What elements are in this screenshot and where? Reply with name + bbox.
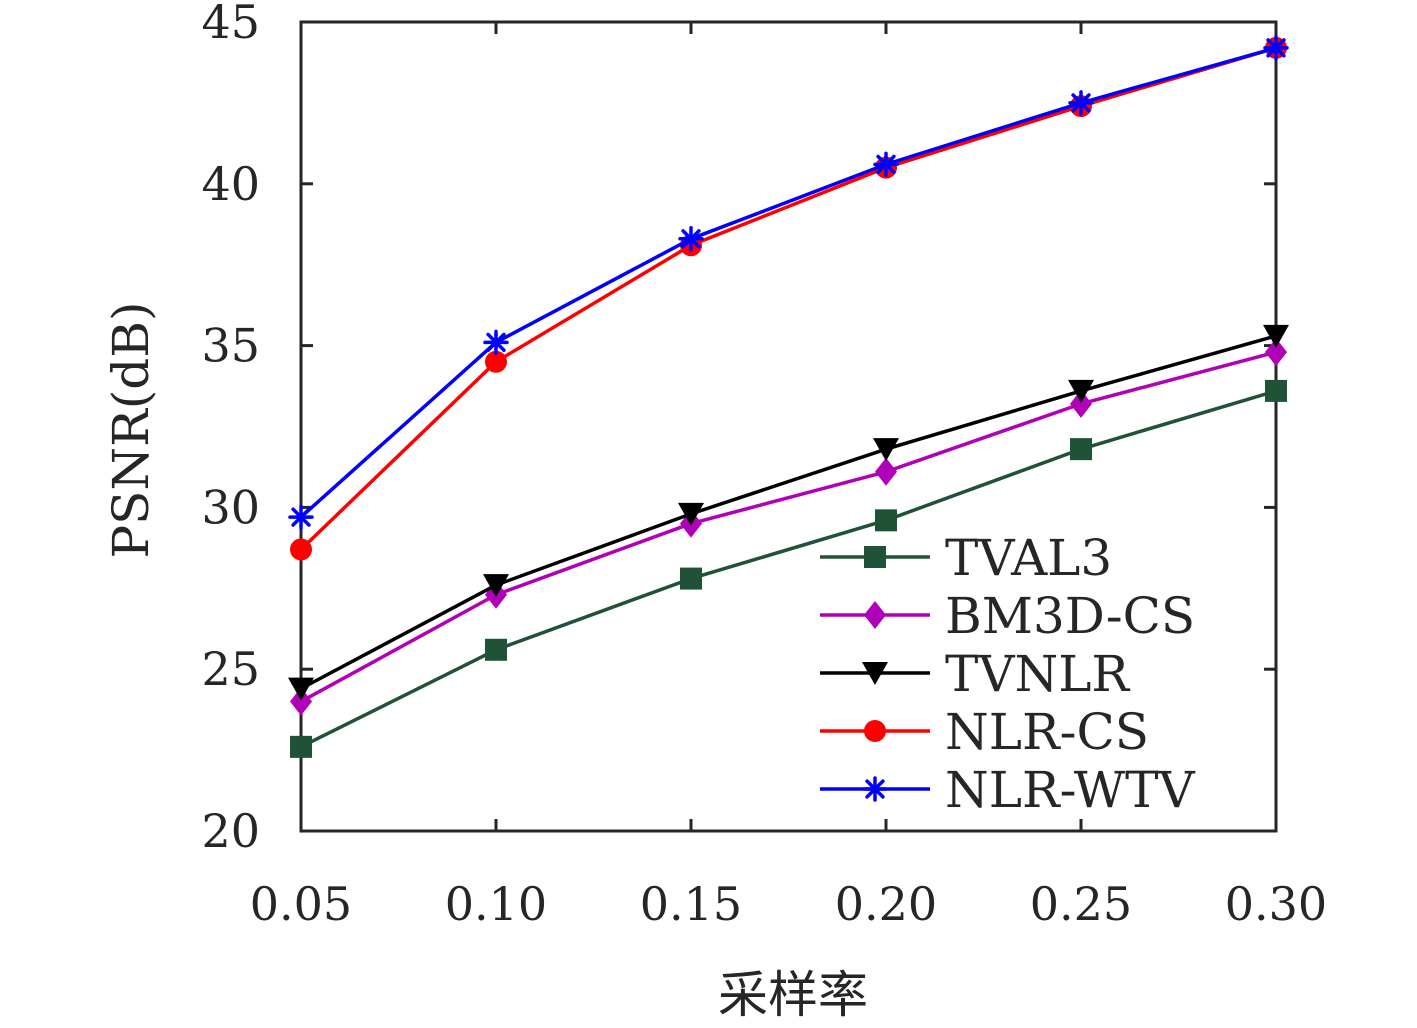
data-point-nlr-cs (485, 350, 507, 373)
x-tick-label: 0.05 (250, 877, 352, 931)
data-point-tval3 (1070, 438, 1092, 461)
data-point-tval3 (1265, 379, 1287, 402)
data-point-nlr-wtv (288, 504, 314, 530)
data-point-tvnlr (678, 502, 704, 526)
data-point-tvnlr (288, 677, 314, 701)
y-tick-label: 30 (201, 480, 260, 534)
series-tval3 (290, 379, 1287, 758)
legend-marker (864, 546, 886, 568)
data-point-tval3 (875, 509, 897, 532)
legend-marker (862, 776, 888, 802)
data-point-tvnlr (873, 438, 899, 462)
series-line-nlr-cs (299, 46, 1277, 551)
data-point-tval3 (485, 638, 507, 661)
x-tick-label: 0.30 (1225, 877, 1327, 931)
series-tvnlr (288, 324, 1289, 701)
data-point-tval3 (290, 735, 312, 758)
data-point-nlr-wtv (1068, 90, 1094, 116)
legend-item-bm3d-cs: BM3D-CS (820, 587, 1195, 645)
y-tick-label: 45 (201, 0, 260, 49)
series-layer (288, 35, 1289, 758)
x-tick-label: 0.25 (1030, 877, 1132, 931)
data-point-tvnlr (1068, 379, 1094, 403)
legend-item-nlr-cs: NLR-CS (820, 703, 1149, 761)
y-axis-title: PSNR(dB) (102, 301, 160, 558)
series-line-nlr-wtv (299, 46, 1277, 519)
data-point-bm3d-cs (1070, 389, 1092, 418)
data-point-bm3d-cs (1265, 338, 1287, 367)
legend-label: BM3D-CS (945, 587, 1195, 645)
data-point-nlr-cs (290, 538, 312, 561)
legend-label: TVAL3 (945, 529, 1112, 587)
data-point-bm3d-cs (290, 687, 312, 716)
plot-area: 0.05 0.10 0.15 0.20 0.25 0.30 20 25 30 35 40 45 (201, 0, 1327, 931)
y-tick-label: 25 (201, 642, 260, 696)
y-tick-label: 35 (201, 319, 260, 373)
x-axis-title: 采样率 (718, 966, 868, 1024)
data-point-tvnlr (1263, 324, 1289, 348)
x-tick-label: 0.20 (835, 877, 937, 931)
y-tick-label: 40 (201, 157, 260, 211)
series-line-tval3 (300, 389, 1277, 749)
data-point-nlr-wtv (483, 329, 509, 356)
x-tick-label: 0.15 (640, 877, 742, 931)
legend-marker (864, 720, 886, 742)
data-point-bm3d-cs (875, 457, 897, 486)
legend-marker (862, 662, 888, 685)
series-line-bm3d-cs (300, 350, 1277, 704)
legend-marker (864, 601, 886, 629)
data-point-nlr-wtv (678, 226, 704, 252)
data-point-nlr-wtv (1263, 35, 1289, 61)
legend-item-nlr-wtv: NLR-WTV (820, 761, 1196, 819)
legend-label: NLR-CS (945, 703, 1149, 761)
series-nlr-wtv (288, 35, 1289, 530)
data-point-tval3 (680, 567, 702, 590)
data-point-nlr-wtv (873, 151, 899, 178)
x-tick-label: 0.10 (445, 877, 547, 931)
legend-item-tvnlr: TVNLR (820, 645, 1130, 703)
plot-frame (299, 20, 1278, 833)
legend-item-tval3: TVAL3 (820, 529, 1112, 587)
data-point-tvnlr (483, 574, 509, 598)
series-line-tvnlr (300, 334, 1277, 691)
legend-label: NLR-WTV (945, 761, 1196, 819)
legend-label: TVNLR (945, 645, 1130, 703)
y-tick-label: 20 (201, 804, 260, 858)
